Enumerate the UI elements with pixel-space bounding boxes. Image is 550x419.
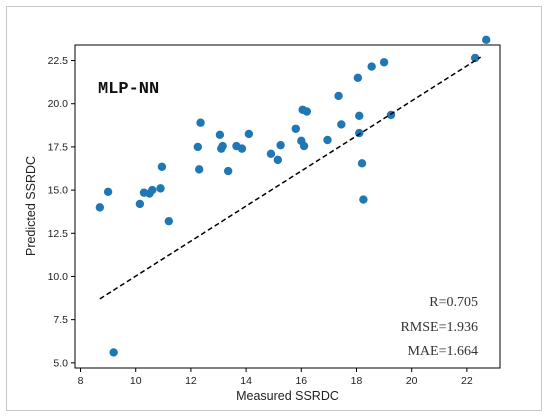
data-point (470, 53, 480, 63)
data-point (276, 140, 285, 150)
y-tick-label: 17.5 (48, 141, 69, 153)
y-tick-label: 12.5 (48, 228, 69, 240)
y-tick-label: 5.0 (53, 357, 68, 369)
x-tick-label: 18 (351, 375, 363, 387)
data-points (95, 35, 491, 357)
x-tick-label: 20 (406, 375, 418, 387)
r-value: R=0.705 (429, 295, 478, 310)
x-tick-label: 12 (185, 375, 197, 387)
data-point (194, 165, 204, 174)
data-point (291, 124, 300, 133)
data-point (266, 149, 276, 159)
y-axis-label: Predicted SSRDC (24, 156, 38, 256)
data-point (237, 144, 247, 153)
data-point (337, 120, 346, 129)
x-tick-label: 14 (240, 375, 252, 387)
y-tick-label: 22.5 (48, 55, 69, 67)
x-tick-label: 10 (130, 375, 142, 387)
data-point (367, 62, 376, 71)
data-point (353, 73, 363, 83)
data-point (164, 216, 174, 226)
data-point (95, 203, 105, 212)
data-point (355, 128, 364, 138)
y-tick-label: 15.0 (48, 185, 69, 197)
data-point (109, 348, 118, 357)
x-tick-label: 22 (461, 375, 473, 387)
model-label: MLP-NN (98, 80, 159, 99)
mae-value: MAE=1.664 (407, 344, 478, 359)
fit-line (99, 56, 482, 300)
data-point (223, 166, 233, 176)
data-point (334, 91, 343, 101)
y-tick-label: 10.0 (48, 271, 69, 283)
data-point (196, 118, 205, 127)
data-point (193, 142, 203, 152)
data-point (357, 159, 367, 168)
data-point (379, 58, 389, 67)
data-point (215, 130, 225, 140)
data-point (482, 35, 491, 45)
data-point (299, 141, 309, 151)
y-tick-label: 20.0 (48, 98, 69, 110)
data-point (323, 135, 332, 145)
data-point (135, 199, 145, 209)
y-axis-ticks: 5.0 7.5 10.0 12.5 15.0 17.5 20.0 22.5 (48, 55, 75, 369)
data-point (157, 162, 167, 171)
x-tick-label: 8 (78, 375, 84, 387)
data-point (244, 129, 254, 139)
data-point (156, 184, 165, 193)
figure-frame (6, 6, 542, 411)
data-point (302, 107, 312, 116)
plot-area (74, 44, 501, 369)
data-point (103, 187, 113, 197)
data-point (218, 141, 227, 151)
y-tick-label: 7.5 (53, 314, 68, 326)
data-point (148, 185, 157, 195)
data-point (359, 195, 368, 204)
x-axis-label: Measured SSRDC (236, 389, 339, 403)
data-point (355, 111, 364, 121)
x-axis-ticks: 8 10 12 14 16 18 20 22 (78, 368, 473, 387)
data-point (273, 155, 283, 165)
x-tick-label: 16 (295, 375, 307, 387)
rmse-value: RMSE=1.936 (400, 320, 478, 335)
